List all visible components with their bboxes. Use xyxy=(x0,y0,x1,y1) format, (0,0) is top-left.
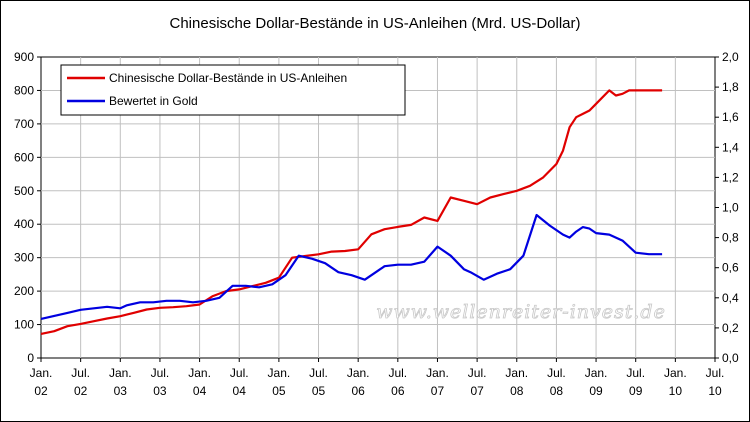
legend-label-series2: Bewertet in Gold xyxy=(109,94,198,108)
x-axis-year-label: 07 xyxy=(431,384,445,398)
legend-label-series1: Chinesische Dollar-Bestände in US-Anleih… xyxy=(109,71,347,85)
right-axis-tick-label: 1,2 xyxy=(722,170,739,184)
x-axis-month-label: Jul. xyxy=(706,366,725,380)
series-layer xyxy=(40,89,663,335)
chart-title: Chinesische Dollar-Bestände in US-Anleih… xyxy=(170,15,581,32)
x-axis-year-label: 08 xyxy=(510,384,524,398)
right-axis-tick-label: 1,8 xyxy=(722,80,739,94)
left-axis-tick-label: 400 xyxy=(14,217,34,231)
series-line-1 xyxy=(40,89,663,335)
x-axis-month-label: Jul. xyxy=(230,366,249,380)
x-axis-year-label: 02 xyxy=(74,384,88,398)
x-axis-month-label: Jan. xyxy=(268,366,291,380)
x-axis-month-label: Jul. xyxy=(71,366,90,380)
right-axis-tick-label: 0,0 xyxy=(722,351,739,365)
x-axis-year-label: 09 xyxy=(629,384,643,398)
left-axis-tick-label: 0 xyxy=(27,351,34,365)
x-axis-year-label: 08 xyxy=(550,384,564,398)
right-axis-tick-label: 1,0 xyxy=(722,201,739,215)
left-axis-tick-label: 700 xyxy=(14,117,34,131)
axes: 0 100 200 300 400 500 600 700 800 900 0,0 0,2 0,4 0,6… xyxy=(14,50,739,398)
x-axis-month-label: Jan. xyxy=(347,366,370,380)
x-axis-year-label: 07 xyxy=(470,384,484,398)
left-axis-tick-label: 300 xyxy=(14,251,34,265)
x-axis-year-label: 05 xyxy=(272,384,286,398)
right-axis-tick-label: 0,4 xyxy=(722,291,739,305)
watermark-text: www.wellenreiter-invest.de xyxy=(376,301,666,323)
x-axis-year-label: 04 xyxy=(193,384,207,398)
x-axis-month-label: Jan. xyxy=(585,366,608,380)
x-axis-year-label: 03 xyxy=(114,384,128,398)
x-axis-year-label: 03 xyxy=(153,384,167,398)
x-axis-month-label: Jan. xyxy=(426,366,449,380)
left-axis-tick-label: 500 xyxy=(14,184,34,198)
x-axis-month-label: Jan. xyxy=(109,366,132,380)
right-axis-tick-label: 1,4 xyxy=(722,140,739,154)
x-axis-month-label: Jul. xyxy=(547,366,566,380)
x-axis-month-label: Jan. xyxy=(664,366,687,380)
x-axis-year-label: 09 xyxy=(589,384,603,398)
x-axis-month-label: Jan. xyxy=(188,366,211,380)
x-axis-month-label: Jan. xyxy=(505,366,528,380)
series-line-2 xyxy=(40,213,663,320)
x-axis-year-label: 10 xyxy=(669,384,683,398)
x-axis-month-label: Jul. xyxy=(468,366,487,380)
legend-box xyxy=(60,64,406,116)
right-axis-tick-label: 2,0 xyxy=(722,50,739,64)
right-axis-tick-label: 1,6 xyxy=(722,110,739,124)
left-axis-tick-label: 100 xyxy=(14,318,34,332)
x-axis-month-label: Jul. xyxy=(626,366,645,380)
x-axis-year-label: 05 xyxy=(312,384,326,398)
right-axis-tick-label: 0,8 xyxy=(722,231,739,245)
x-axis-month-label: Jan. xyxy=(30,366,53,380)
legend: Chinesische Dollar-Bestände in US-Anleih… xyxy=(60,64,406,116)
x-axis-year-label: 06 xyxy=(391,384,405,398)
left-axis-tick-label: 900 xyxy=(14,50,34,64)
left-axis-tick-label: 200 xyxy=(14,284,34,298)
right-axis-tick-label: 0,6 xyxy=(722,261,739,275)
x-axis-month-label: Jul. xyxy=(388,366,407,380)
left-axis-tick-label: 800 xyxy=(14,83,34,97)
x-axis-year-label: 10 xyxy=(708,384,722,398)
left-axis-tick-label: 600 xyxy=(14,150,34,164)
x-axis-year-label: 04 xyxy=(233,384,247,398)
x-axis-year-label: 06 xyxy=(351,384,365,398)
x-axis-month-label: Jul. xyxy=(309,366,328,380)
x-axis-year-label: 02 xyxy=(34,384,48,398)
x-axis-month-label: Jul. xyxy=(151,366,170,380)
right-axis-tick-label: 0,2 xyxy=(722,321,739,335)
